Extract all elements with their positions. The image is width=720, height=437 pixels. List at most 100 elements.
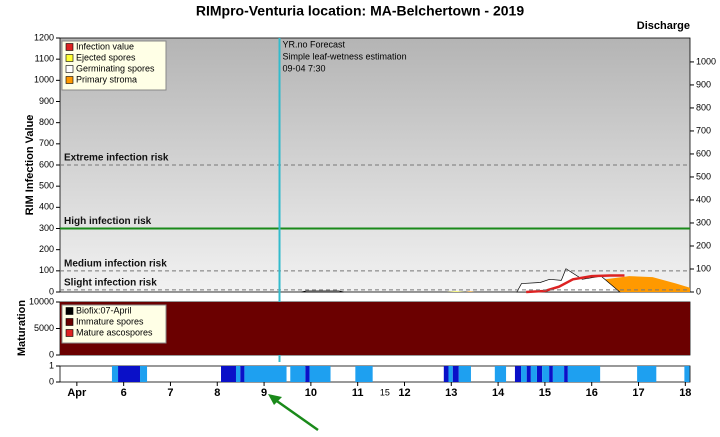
wetness-bar	[684, 366, 690, 382]
wetness-bar	[536, 366, 543, 382]
area	[446, 291, 466, 292]
risk-label: Slight infection risk	[64, 278, 157, 289]
area	[301, 268, 621, 293]
x-extra-label: 15	[380, 387, 390, 397]
wetness-bar	[514, 366, 522, 382]
wetness-bar	[443, 366, 449, 382]
x-tick-label: 15	[539, 387, 551, 399]
y-tick-label: 5000	[34, 323, 54, 333]
x-tick-label: 16	[586, 387, 598, 399]
x-tick-label: 7	[167, 387, 173, 399]
y2-tick-label: 1000	[696, 56, 716, 66]
y-tick-label: 300	[39, 223, 54, 233]
y-tick-label: 1000	[34, 75, 54, 85]
y2-tick-label: 700	[696, 125, 711, 135]
y-tick-label: 0	[49, 376, 54, 386]
annotation: 09-04 7:30	[283, 63, 326, 73]
legend-label: Immature spores	[76, 316, 144, 326]
legend-swatch	[65, 307, 74, 315]
legend-label: Primary stroma	[76, 74, 137, 84]
y-tick-label: 200	[39, 244, 54, 254]
y-tick-label: 0	[49, 349, 54, 359]
x-tick-label: 9	[261, 387, 267, 399]
legend-swatch	[65, 329, 74, 337]
wetness-bar	[221, 366, 236, 382]
area	[465, 276, 690, 292]
legend-label: Biofix:07-April	[76, 305, 132, 315]
wetness-bar	[448, 366, 453, 382]
y-tick-label: 400	[39, 202, 54, 212]
y2-tick-label: 500	[696, 171, 711, 181]
x-tick-label: 14	[492, 387, 505, 399]
x-tick-label: 8	[214, 387, 220, 399]
y2-tick-label: 600	[696, 148, 711, 158]
y-tick-label: 100	[39, 265, 54, 275]
wetness-bar	[542, 366, 550, 382]
legend-label: Germinating spores	[76, 63, 155, 73]
legend-label: Infection value	[76, 41, 134, 51]
legend-swatch	[65, 318, 74, 326]
wetness-bar	[235, 366, 241, 382]
x-tick-label: 10	[305, 387, 317, 399]
wetness-bar	[355, 366, 373, 382]
y-tick-label: 700	[39, 138, 54, 148]
risk-label: High infection risk	[64, 216, 152, 227]
x-tick-label: 17	[632, 387, 644, 399]
y-axis-title: RIM Infection Value	[24, 115, 36, 216]
y2-tick-label: 100	[696, 263, 711, 273]
wetness-bar	[526, 366, 531, 382]
annotation: YR.no Forecast	[283, 39, 346, 49]
wetness-bar	[564, 366, 568, 382]
wetness-bar	[305, 366, 310, 382]
x-tick-label: 6	[121, 387, 127, 399]
wetness-bar	[567, 366, 601, 382]
annotation: Simple leaf-wetness estimation	[283, 51, 407, 61]
legend-swatch	[65, 76, 74, 84]
risk-label: Extreme infection risk	[64, 153, 169, 164]
x-tick-label: Apr	[67, 387, 87, 399]
legend-box	[61, 304, 167, 344]
y-tick-label: 600	[39, 159, 54, 169]
maturation-axis-title: Maturation	[16, 300, 28, 357]
y-tick-label: 1	[49, 360, 54, 370]
y2-axis-title: Discharge	[637, 20, 690, 32]
y-tick-label: 1100	[35, 54, 54, 64]
wetness-bar	[111, 366, 119, 382]
x-tick-label: 13	[445, 387, 457, 399]
wetness-bar	[309, 366, 331, 382]
legend-box	[61, 40, 167, 91]
y-tick-label: 900	[39, 96, 54, 106]
y2-tick-label: 0	[696, 286, 701, 296]
legend-swatch	[65, 54, 74, 62]
y2-tick-label: 800	[696, 102, 711, 112]
wetness-bar	[452, 366, 459, 382]
y-tick-label: 10000	[29, 296, 54, 306]
legend-swatch	[65, 65, 74, 73]
line	[526, 274, 625, 294]
risk-label: Medium infection risk	[64, 258, 167, 269]
legend-swatch	[65, 43, 74, 51]
legend-label: Mature ascospores	[76, 327, 153, 337]
legend-label: Ejected spores	[76, 52, 136, 62]
wetness-bar	[494, 366, 507, 382]
y-tick-label: 0	[49, 286, 54, 296]
wetness-bar	[530, 366, 537, 382]
layers: 0100200300400500600700800900100011001200…	[29, 32, 716, 399]
wetness-bar	[521, 366, 527, 382]
y-tick-label: 500	[39, 181, 54, 191]
wetness-bar	[240, 366, 245, 382]
chart-title: RIMpro-Venturia location: MA-Belchertown…	[196, 3, 524, 19]
x-tick-label: 18	[679, 387, 691, 399]
pointer-arrow	[268, 394, 319, 432]
wetness-bar	[118, 366, 141, 382]
y-tick-label: 1200	[34, 32, 54, 42]
wetness-bar	[290, 366, 306, 382]
y2-tick-label: 400	[696, 194, 711, 204]
wetness-bar	[458, 366, 471, 382]
wetness-bar	[549, 366, 553, 382]
wetness-bar	[637, 366, 657, 382]
wetness-bar	[552, 366, 565, 382]
